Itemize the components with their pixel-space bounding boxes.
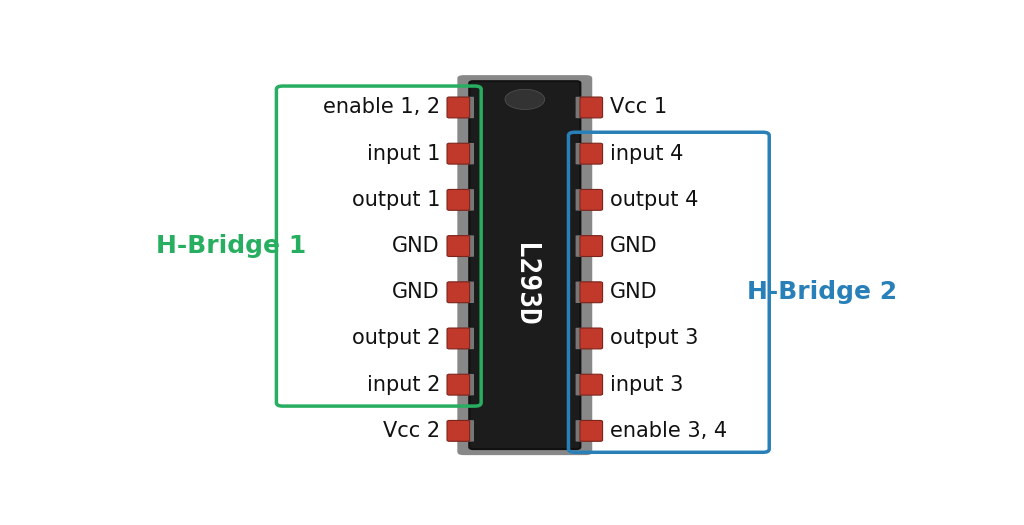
Circle shape <box>505 89 545 110</box>
FancyBboxPatch shape <box>469 81 581 449</box>
FancyBboxPatch shape <box>447 374 470 395</box>
FancyBboxPatch shape <box>580 143 602 164</box>
FancyBboxPatch shape <box>580 282 602 303</box>
FancyBboxPatch shape <box>575 374 592 395</box>
FancyBboxPatch shape <box>447 143 470 164</box>
Text: L293D: L293D <box>511 244 539 327</box>
FancyBboxPatch shape <box>575 97 592 118</box>
FancyBboxPatch shape <box>447 328 470 349</box>
Text: H-Bridge 1: H-Bridge 1 <box>156 234 306 258</box>
FancyBboxPatch shape <box>580 328 602 349</box>
FancyBboxPatch shape <box>580 190 602 211</box>
Text: H-Bridge 2: H-Bridge 2 <box>748 280 897 304</box>
FancyBboxPatch shape <box>458 143 474 164</box>
FancyBboxPatch shape <box>458 328 474 349</box>
Text: input 3: input 3 <box>609 375 683 395</box>
Text: output 3: output 3 <box>609 329 698 349</box>
Text: GND: GND <box>392 282 440 302</box>
Text: Vcc 2: Vcc 2 <box>383 421 440 441</box>
Text: GND: GND <box>392 236 440 256</box>
FancyBboxPatch shape <box>575 420 592 442</box>
Text: output 1: output 1 <box>351 190 440 210</box>
Text: input 4: input 4 <box>609 144 683 164</box>
FancyBboxPatch shape <box>580 421 602 442</box>
FancyBboxPatch shape <box>458 235 474 257</box>
Text: enable 1, 2: enable 1, 2 <box>323 98 440 118</box>
FancyBboxPatch shape <box>447 97 470 118</box>
FancyBboxPatch shape <box>575 328 592 349</box>
FancyBboxPatch shape <box>458 97 474 118</box>
Text: Vcc 1: Vcc 1 <box>609 98 667 118</box>
FancyBboxPatch shape <box>575 189 592 211</box>
Text: GND: GND <box>609 236 657 256</box>
FancyBboxPatch shape <box>447 190 470 211</box>
FancyBboxPatch shape <box>580 374 602 395</box>
FancyBboxPatch shape <box>458 281 474 303</box>
Text: input 2: input 2 <box>367 375 440 395</box>
Text: enable 3, 4: enable 3, 4 <box>609 421 727 441</box>
FancyBboxPatch shape <box>458 189 474 211</box>
FancyBboxPatch shape <box>575 281 592 303</box>
FancyBboxPatch shape <box>458 75 592 455</box>
Text: input 1: input 1 <box>367 144 440 164</box>
FancyBboxPatch shape <box>575 235 592 257</box>
FancyBboxPatch shape <box>580 97 602 118</box>
Text: output 2: output 2 <box>351 329 440 349</box>
FancyBboxPatch shape <box>458 420 474 442</box>
FancyBboxPatch shape <box>447 236 470 257</box>
Text: output 4: output 4 <box>609 190 698 210</box>
FancyBboxPatch shape <box>575 143 592 164</box>
Text: GND: GND <box>609 282 657 302</box>
FancyBboxPatch shape <box>447 421 470 442</box>
FancyBboxPatch shape <box>458 374 474 395</box>
FancyBboxPatch shape <box>447 282 470 303</box>
FancyBboxPatch shape <box>580 236 602 257</box>
